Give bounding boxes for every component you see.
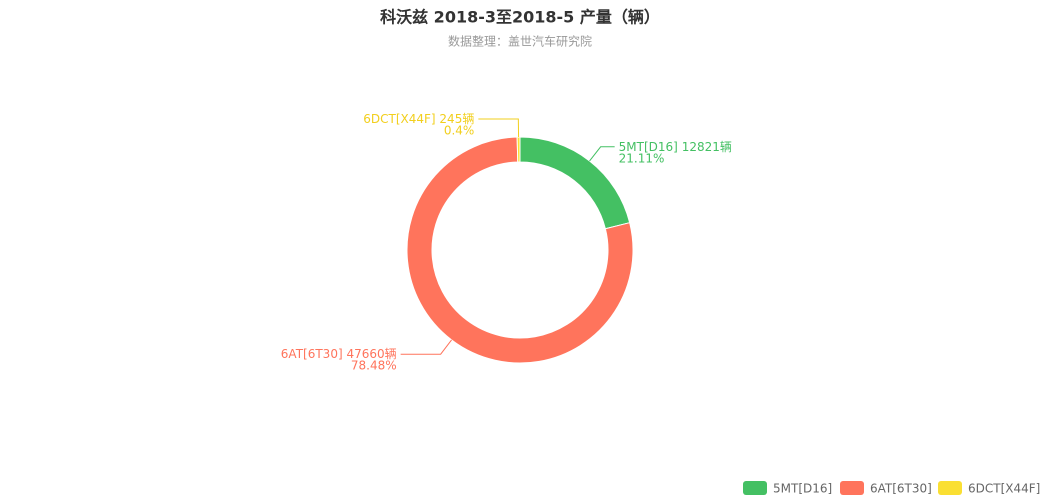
- donut-segment: [516, 136, 521, 163]
- leader-line: [478, 118, 520, 138]
- leader-line: [589, 146, 615, 162]
- legend-label: 6DCT[X44F]: [968, 482, 1040, 496]
- legend-label: 5MT[D16]: [773, 482, 832, 496]
- data-label: 6DCT[X44F] 245辆: [363, 112, 474, 126]
- label-value: 47660辆: [346, 347, 396, 361]
- legend-label: 6AT[6T30]: [870, 482, 932, 496]
- data-label: 5MT[D16] 12821辆: [619, 139, 732, 153]
- label-name: 6DCT[X44F]: [363, 112, 435, 126]
- legend-swatch: [743, 481, 767, 495]
- legend-swatch: [840, 481, 864, 495]
- data-label: 6AT[6T30] 47660辆: [281, 347, 397, 361]
- label-name: 6AT[6T30]: [281, 347, 343, 361]
- percent-label: 21.11%: [619, 151, 665, 165]
- donut-segment: [519, 136, 631, 230]
- label-name: 5MT[D16]: [619, 139, 678, 153]
- donut-segment: [406, 136, 634, 364]
- label-value: 12821辆: [682, 139, 732, 153]
- chart-subtitle: 数据整理：盖世汽车研究院: [448, 34, 592, 49]
- percent-label: 78.48%: [351, 359, 397, 373]
- chart-title: 科沃兹 2018-3至2018-5 产量（辆）: [380, 8, 660, 27]
- label-value: 245辆: [439, 112, 474, 126]
- leader-line: [400, 339, 452, 355]
- legend-swatch: [938, 481, 962, 495]
- percent-label: 0.4%: [444, 124, 475, 138]
